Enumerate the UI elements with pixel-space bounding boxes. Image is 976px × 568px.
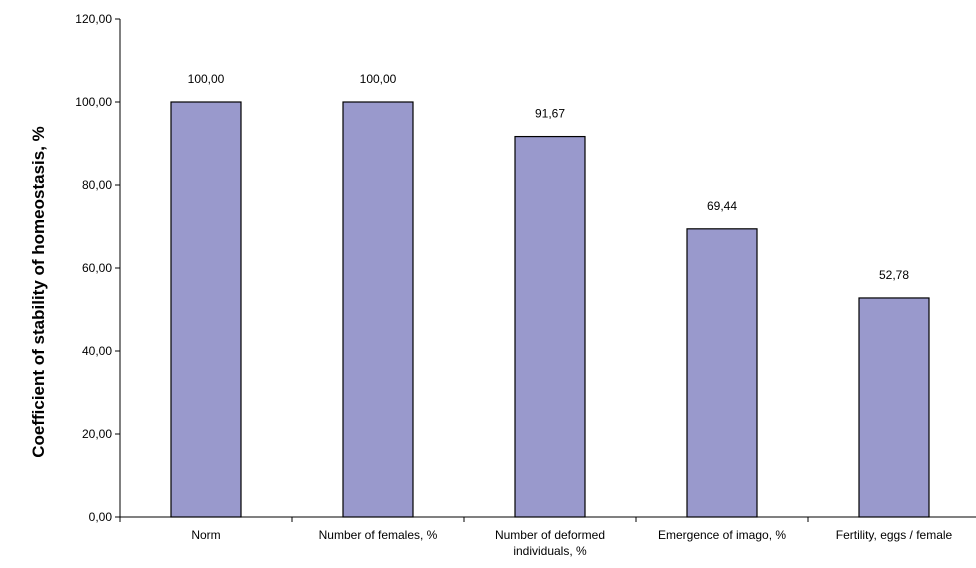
y-tick-label: 20,00: [82, 427, 112, 441]
x-tick-label: Norm: [191, 528, 220, 542]
x-tick-label: Emergence of imago, %: [658, 528, 786, 542]
x-tick-label: Fertility, eggs / female: [836, 528, 953, 542]
y-tick-label: 80,00: [82, 178, 112, 192]
bars: [170, 101, 930, 518]
x-tick-label: individuals, %: [513, 544, 587, 558]
bar-value-label: 69,44: [707, 199, 737, 213]
x-tick-label: Number of deformed: [495, 528, 605, 542]
bar: [342, 101, 414, 518]
bar-value-label: 100,00: [360, 72, 397, 86]
bar-value-label: 100,00: [188, 72, 225, 86]
y-tick-label: 100,00: [75, 95, 112, 109]
y-tick-label: 0,00: [89, 510, 113, 524]
bar-value-label: 52,78: [879, 268, 909, 282]
bar: [170, 101, 242, 518]
x-tick-label: Number of females, %: [319, 528, 438, 542]
y-tick-label: 60,00: [82, 261, 112, 275]
bar: [514, 135, 586, 518]
bar: [686, 228, 758, 518]
bar-value-label: 91,67: [535, 107, 565, 121]
y-axis-label: Coefficient of stability of homeostasis,…: [29, 126, 48, 458]
y-tick-label: 120,00: [75, 12, 112, 26]
bar: [858, 297, 930, 518]
labels: 0,00 20,00 40,00 60,00 80,00 100,00 120,00 100,…: [75, 12, 952, 558]
y-tick-label: 40,00: [82, 344, 112, 358]
